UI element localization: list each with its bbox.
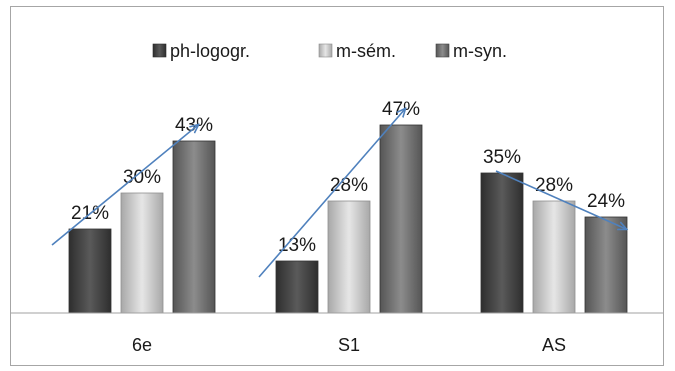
data-label-m-syn-6e: 43% <box>175 115 213 136</box>
bar-m-sem-s1 <box>327 200 371 314</box>
x-tick-as: AS <box>542 335 566 355</box>
data-label-m-sem-6e: 30% <box>123 167 161 188</box>
bar-ph-logogr-6e <box>68 228 112 314</box>
x-tick-s1: S1 <box>338 335 360 355</box>
data-label-m-syn-as: 24% <box>587 191 625 212</box>
legend-swatch-m-syn <box>435 43 450 58</box>
trend-arrow-s1 <box>258 109 405 278</box>
chart-svg: ph-logogr. m-sém. m-syn. 21%30%43%13%28%… <box>11 41 663 355</box>
legend-label-ph-logogr: ph-logogr. <box>170 41 250 61</box>
bar-m-sem-as <box>532 200 576 314</box>
data-label-ph-logogr-s1: 13% <box>278 235 316 256</box>
trend-arrows <box>51 109 626 278</box>
data-labels: 21%30%43%13%28%47%35%28%24% <box>71 99 625 256</box>
bar-m-syn-as <box>584 216 628 314</box>
bars <box>68 124 628 314</box>
legend-item-m-syn: m-syn. <box>435 41 507 61</box>
data-label-ph-logogr-as: 35% <box>483 147 521 168</box>
bar-m-syn-6e <box>172 140 216 314</box>
legend-item-ph-logogr: ph-logogr. <box>152 41 250 61</box>
trend-arrow-as <box>495 170 626 229</box>
x-tick-6e: 6e <box>132 335 152 355</box>
legend-swatch-ph-logogr <box>152 43 167 58</box>
bar-m-syn-s1 <box>379 124 423 314</box>
data-label-m-syn-s1: 47% <box>382 99 420 120</box>
x-tick-labels: 6e S1 AS <box>132 335 566 355</box>
legend-swatch-m-sem <box>318 43 333 58</box>
trend-arrow-6e <box>51 125 198 246</box>
data-label-m-sem-as: 28% <box>535 175 573 196</box>
bar-m-sem-6e <box>120 192 164 314</box>
legend-label-m-syn: m-syn. <box>453 41 507 61</box>
legend: ph-logogr. m-sém. m-syn. <box>152 41 507 61</box>
legend-item-m-sem: m-sém. <box>318 41 396 61</box>
chart-frame: ph-logogr. m-sém. m-syn. 21%30%43%13%28%… <box>10 6 664 366</box>
bar-ph-logogr-as <box>480 172 524 314</box>
data-label-m-sem-s1: 28% <box>330 175 368 196</box>
legend-label-m-sem: m-sém. <box>336 41 396 61</box>
bar-ph-logogr-s1 <box>275 260 319 314</box>
